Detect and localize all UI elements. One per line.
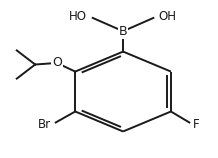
Text: F: F	[192, 118, 199, 131]
Text: B: B	[119, 25, 127, 38]
Text: HO: HO	[69, 10, 87, 23]
Text: O: O	[52, 56, 62, 70]
Text: Br: Br	[38, 118, 51, 131]
Text: OH: OH	[159, 10, 177, 23]
